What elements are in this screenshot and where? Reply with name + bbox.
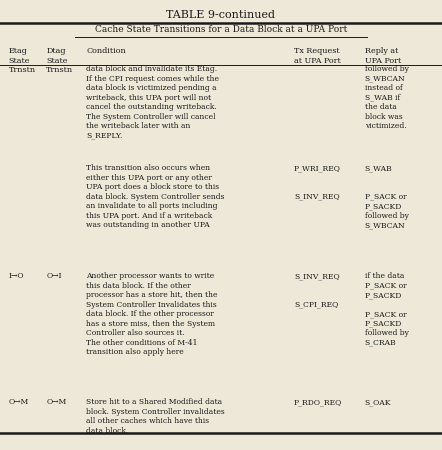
Text: S_OAK: S_OAK: [365, 398, 391, 406]
Text: Store hit to a Shared Modified data
block. System Controller invalidates
all oth: Store hit to a Shared Modified data bloc…: [86, 398, 225, 435]
Text: Reply at
UPA Port: Reply at UPA Port: [365, 47, 401, 65]
Text: followed by
S_WBCAN
instead of
S_WAB if
the data
block was
victimized.: followed by S_WBCAN instead of S_WAB if …: [365, 65, 408, 130]
Text: I→O: I→O: [9, 272, 24, 280]
Text: O→I: O→I: [46, 272, 62, 280]
Text: Cache State Transitions for a Data Block at a UPA Port: Cache State Transitions for a Data Block…: [95, 25, 347, 34]
Text: Condition: Condition: [86, 47, 126, 55]
Text: TABLE 9-continued: TABLE 9-continued: [167, 10, 275, 20]
Text: O→M: O→M: [46, 398, 67, 406]
Text: S_INV_REQ


S_CPI_REQ: S_INV_REQ S_CPI_REQ: [294, 272, 339, 309]
Text: Another processor wants to write
this data block. If the other
processor has a s: Another processor wants to write this da…: [86, 272, 218, 356]
Text: if the data
P_SACK or
P_SACKD

P_SACK or
P_SACKD
followed by
S_CRAB: if the data P_SACK or P_SACKD P_SACK or …: [365, 272, 408, 347]
Text: O→M: O→M: [9, 398, 29, 406]
Text: Tx Request
at UPA Port: Tx Request at UPA Port: [294, 47, 341, 65]
Text: Etag
State
Trnstn: Etag State Trnstn: [9, 47, 36, 74]
Text: P_WRI_REQ


S_INV_REQ: P_WRI_REQ S_INV_REQ: [294, 164, 341, 201]
Text: Dtag
State
Trnstn: Dtag State Trnstn: [46, 47, 73, 74]
Text: This transition also occurs when
either this UPA port or any other
UPA port does: This transition also occurs when either …: [86, 164, 225, 229]
Text: data block and invalidate its Etag.
If the CPI request comes while the
data bloc: data block and invalidate its Etag. If t…: [86, 65, 219, 140]
Text: P_RDO_REQ: P_RDO_REQ: [294, 398, 342, 406]
Text: S_WAB


P_SACK or
P_SACKD
followed by
S_WBCAN: S_WAB P_SACK or P_SACKD followed by S_WB…: [365, 164, 408, 229]
